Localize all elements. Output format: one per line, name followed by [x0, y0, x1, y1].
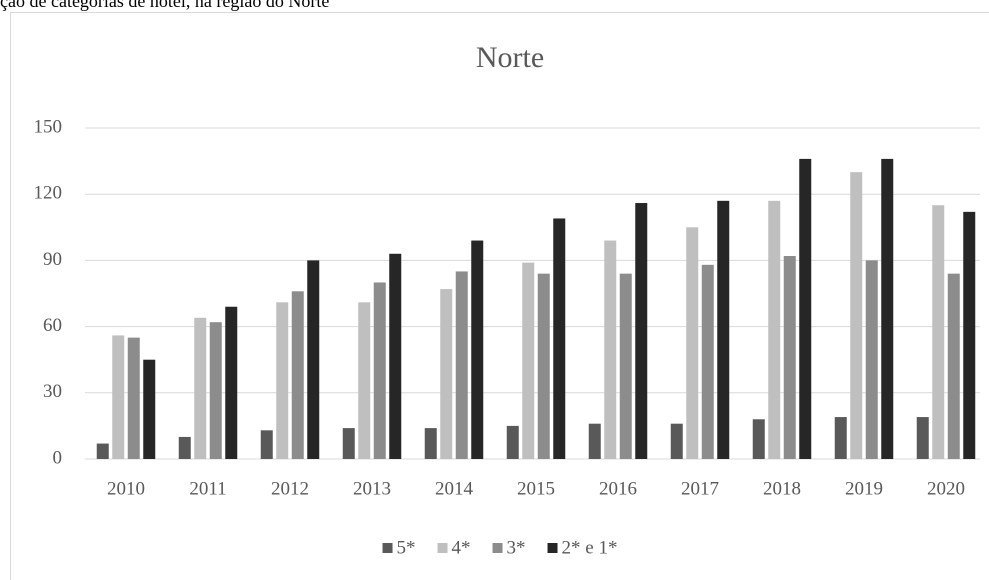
- bar: [127, 337, 140, 459]
- y-tick-label: 120: [34, 183, 63, 204]
- bar: [947, 273, 960, 459]
- bar: [768, 200, 781, 459]
- x-tick-label: 2012: [271, 478, 309, 499]
- bar: [670, 423, 683, 459]
- bar: [373, 282, 386, 459]
- x-tick-label: 2015: [517, 478, 555, 499]
- y-tick-label: 90: [43, 249, 62, 270]
- y-tick-label: 0: [53, 447, 63, 468]
- bar: [686, 227, 699, 459]
- x-tick-label: 2020: [927, 478, 965, 499]
- legend-swatch: [437, 543, 448, 553]
- y-tick-label: 30: [43, 381, 62, 402]
- bar: [389, 253, 402, 459]
- bar: [619, 273, 632, 459]
- legend-swatch: [547, 543, 558, 553]
- bar: [424, 428, 437, 459]
- legend-label: 2* e 1*: [562, 537, 618, 558]
- x-tick-label: 2010: [107, 478, 145, 499]
- bar: [865, 260, 878, 459]
- bar: [471, 240, 484, 459]
- bar: [701, 264, 714, 459]
- bar: [588, 423, 601, 459]
- bar: [799, 158, 812, 460]
- bar: [850, 172, 863, 459]
- bar: [783, 255, 796, 459]
- bar: [522, 262, 535, 459]
- bar: [96, 443, 109, 459]
- bar: [358, 302, 371, 459]
- y-tick-label: 60: [43, 315, 62, 336]
- bar: [834, 417, 847, 459]
- x-tick-label: 2017: [681, 478, 719, 499]
- legend-swatch: [382, 543, 393, 553]
- legend-label: 5*: [397, 537, 416, 558]
- bar: [963, 211, 976, 459]
- chart-frame: [10, 12, 989, 580]
- legend-swatch: [492, 543, 503, 553]
- bar: [553, 218, 566, 459]
- bar: [291, 291, 304, 459]
- y-tick-label: 150: [34, 116, 63, 137]
- bar: [604, 240, 617, 459]
- bar: [307, 260, 320, 459]
- legend-label: 4*: [452, 537, 471, 558]
- bar: [260, 430, 273, 459]
- bar: [916, 417, 929, 459]
- bar: [342, 428, 355, 459]
- bar: [506, 425, 519, 459]
- bar: [225, 306, 238, 459]
- bar: [717, 200, 730, 459]
- caption: ção de categorias de hotel, na região do…: [0, 0, 329, 11]
- x-tick-label: 2014: [435, 478, 474, 499]
- x-tick-label: 2011: [189, 478, 226, 499]
- x-tick-label: 2016: [599, 478, 637, 499]
- bar: [440, 289, 453, 459]
- bar: [455, 271, 468, 459]
- bar: [112, 335, 125, 459]
- bar: [194, 317, 207, 459]
- bar: [752, 419, 765, 459]
- bar: [635, 203, 648, 459]
- x-tick-label: 2013: [353, 478, 391, 499]
- x-tick-label: 2019: [845, 478, 883, 499]
- bar: [881, 158, 894, 460]
- bar: [932, 205, 945, 459]
- bar: [143, 359, 156, 459]
- x-tick-label: 2018: [763, 478, 801, 499]
- bar: [209, 322, 222, 459]
- chart-title: Norte: [476, 41, 544, 74]
- bar: [178, 436, 191, 459]
- bar: [537, 273, 550, 459]
- bar: [276, 302, 289, 459]
- legend-label: 3*: [507, 537, 526, 558]
